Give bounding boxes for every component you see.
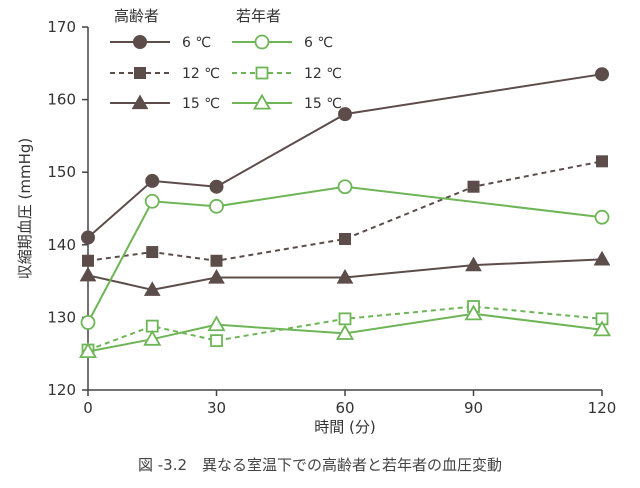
y-tick-label: 130 xyxy=(47,308,76,326)
x-tick-label: 90 xyxy=(464,399,483,417)
legend-marker-5 xyxy=(252,93,272,110)
x-tick-label: 0 xyxy=(83,399,93,417)
series-lines xyxy=(87,73,603,353)
legend-marker-1 xyxy=(134,67,146,79)
data-point-s0-0 xyxy=(81,230,95,245)
legend-entry-label: 12 ℃ xyxy=(182,66,220,82)
data-point-s5-5 xyxy=(592,320,612,337)
data-point-s1-5 xyxy=(596,155,608,168)
series-line-1 xyxy=(87,160,603,262)
data-point-s1-3 xyxy=(339,232,351,245)
legend: 高齢者 若年者 6 ℃ 12 ℃ 15 ℃ 6 ℃ 12 ℃ 15 ℃ xyxy=(110,7,342,112)
series-line-3 xyxy=(87,185,603,323)
data-point-s3-1 xyxy=(144,193,160,209)
legend-entry-label: 6 ℃ xyxy=(304,35,333,51)
legend-entry-label: 6 ℃ xyxy=(182,35,211,51)
data-point-s5-1 xyxy=(143,329,162,346)
data-point-s4-3 xyxy=(338,312,352,326)
y-tick-label: 120 xyxy=(47,381,76,399)
y-tick-label: 170 xyxy=(47,18,76,36)
data-point-s3-0 xyxy=(80,315,96,330)
data-point-s1-2 xyxy=(210,254,223,267)
legend-entry-label: 12 ℃ xyxy=(304,66,342,82)
legend-group-title: 若年者 xyxy=(236,7,281,25)
figure-caption: 図 -3.2 異なる室温下での高齢者と若年者の血圧変動 xyxy=(138,456,502,474)
data-point-s4-2 xyxy=(210,334,223,348)
data-point-s2-1 xyxy=(143,281,161,296)
data-point-s1-1 xyxy=(146,246,159,259)
data-point-s5-4 xyxy=(464,304,483,321)
data-point-s0-4 xyxy=(595,67,609,82)
data-point-s2-4 xyxy=(465,256,482,272)
y-tick-label: 160 xyxy=(47,91,76,109)
series-line-2 xyxy=(87,258,603,291)
data-point-s0-3 xyxy=(338,107,352,122)
data-point-s1-4 xyxy=(467,180,480,193)
legend-marker-0 xyxy=(133,35,147,49)
data-point-s5-2 xyxy=(207,315,226,332)
x-tick-label: 120 xyxy=(588,399,617,417)
y-tick-label: 150 xyxy=(47,163,76,181)
axes: 120 130 140 150 160 170 0 30 60 90 120 時間 (分) 収縮期血圧 … xyxy=(16,18,616,436)
data-point-s5-3 xyxy=(335,324,355,340)
data-point-s3-2 xyxy=(209,198,224,214)
data-point-s1-0 xyxy=(82,254,94,267)
legend-entry-label: 15 ℃ xyxy=(182,96,220,112)
data-point-s0-1 xyxy=(145,173,160,188)
legend-marker-4 xyxy=(255,66,269,80)
x-axis-label: 時間 (分) xyxy=(314,418,375,436)
legend-group-title: 高齢者 xyxy=(114,7,159,25)
data-point-s3-4 xyxy=(594,209,610,225)
x-tick-label: 30 xyxy=(207,399,226,417)
legend-entry-label: 15 ℃ xyxy=(304,96,342,112)
data-point-s2-3 xyxy=(336,268,354,284)
data-point-s0-2 xyxy=(209,179,224,194)
legend-marker-2 xyxy=(131,94,149,110)
series-markers xyxy=(78,67,612,359)
data-point-s2-2 xyxy=(208,268,225,284)
y-tick-label: 140 xyxy=(47,236,76,254)
data-point-s2-5 xyxy=(593,250,611,266)
legend-marker-3 xyxy=(254,34,270,50)
x-tick-label: 60 xyxy=(335,399,354,417)
data-point-s3-3 xyxy=(337,179,353,195)
series-line-0 xyxy=(87,73,603,239)
data-point-s5-0 xyxy=(78,342,98,359)
data-point-s2-0 xyxy=(79,266,97,282)
series-line-5 xyxy=(87,312,603,353)
y-axis-label: 収縮期血圧 (mmHg) xyxy=(16,138,34,280)
